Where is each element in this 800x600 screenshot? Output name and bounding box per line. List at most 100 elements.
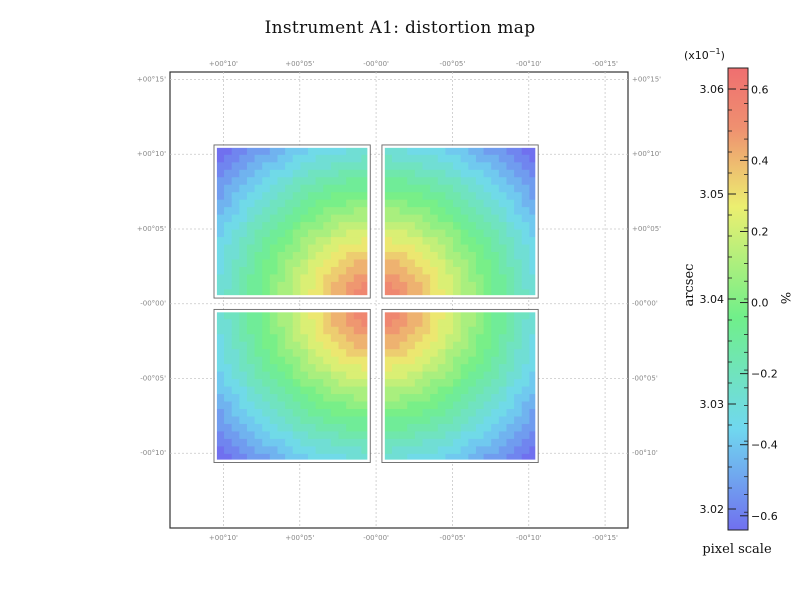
detector-cell xyxy=(444,356,454,365)
detector-cell xyxy=(513,236,522,245)
detector-cell xyxy=(391,311,400,320)
detector-cell xyxy=(315,363,324,372)
detector-cell xyxy=(276,348,286,357)
detector-cell xyxy=(276,356,286,365)
detector-cell xyxy=(315,415,324,424)
detector-cell xyxy=(444,400,454,409)
detector-cell xyxy=(414,348,423,357)
detector-cell xyxy=(475,191,484,200)
detector-cell xyxy=(498,176,507,185)
chart-title: Instrument A1: distortion map xyxy=(264,18,536,38)
detector-cell xyxy=(444,385,454,395)
detector-cell xyxy=(261,371,270,380)
detector-cell xyxy=(238,221,247,230)
detector-cell xyxy=(330,423,339,432)
colorbar-tick-label-arcsec: 3.04 xyxy=(700,293,725,306)
detector-cell xyxy=(307,318,316,327)
detector-cell xyxy=(292,356,301,365)
detector-cell xyxy=(261,415,270,424)
detector-cell xyxy=(399,453,408,462)
detector-cell xyxy=(452,423,461,432)
detector-cell xyxy=(528,415,537,424)
detector-cell xyxy=(261,288,270,297)
detector-cell xyxy=(429,348,438,357)
detector-cell xyxy=(360,251,370,260)
detector-cell xyxy=(490,430,499,439)
detector-cell xyxy=(521,236,530,245)
detector-cell xyxy=(498,206,507,215)
detector-cell xyxy=(360,430,370,439)
detector-cell xyxy=(482,146,492,155)
detector-cell xyxy=(421,363,431,372)
detector-cell xyxy=(253,400,263,409)
detector-cell xyxy=(360,333,370,342)
detector-cell xyxy=(521,333,530,342)
detector-cell xyxy=(414,393,423,402)
detector-cell xyxy=(475,453,484,462)
detector-cell xyxy=(528,333,537,342)
detector-cell xyxy=(345,146,354,155)
detector-cell xyxy=(231,154,240,163)
detector-cell xyxy=(322,184,331,193)
detector-cell xyxy=(360,423,370,432)
detector-cell xyxy=(406,438,415,447)
detector-cell xyxy=(246,423,255,432)
detector-cell xyxy=(490,191,499,200)
detector-cell xyxy=(399,430,408,439)
detector-cell xyxy=(238,408,247,417)
detector-cell xyxy=(284,161,293,170)
detector-cell xyxy=(299,281,308,290)
detector-cell xyxy=(421,385,431,395)
detector-cell xyxy=(521,318,530,327)
detector-cell xyxy=(528,348,537,357)
detector-cell xyxy=(505,430,515,439)
detector-cell xyxy=(505,415,515,424)
detector-cell xyxy=(460,251,469,260)
detector-cell xyxy=(429,154,438,163)
detector-cell xyxy=(513,393,522,402)
detector-cell xyxy=(345,243,354,253)
detector-cell xyxy=(513,176,522,185)
detector-cell xyxy=(467,169,476,178)
detector-cell xyxy=(391,333,400,342)
detector-cell xyxy=(444,214,454,223)
detector-cell xyxy=(467,393,476,402)
detector-cell xyxy=(490,146,499,155)
x-tick-label-bottom: -00°05' xyxy=(440,534,466,542)
detector-cell xyxy=(460,154,469,163)
detector-cell xyxy=(406,333,415,342)
detector-cell xyxy=(505,356,515,365)
detector-cell xyxy=(292,251,301,260)
detector-cell xyxy=(406,273,415,282)
detector-cell xyxy=(276,258,286,267)
detector-cell xyxy=(238,445,247,454)
detector-cell xyxy=(414,199,423,208)
detector-cell xyxy=(231,445,240,454)
detector-cell xyxy=(383,258,392,267)
detector-cell xyxy=(246,393,255,402)
detector-cell xyxy=(330,266,339,275)
x-tick-label-top: +00°10' xyxy=(209,60,238,68)
detector-cell xyxy=(238,228,247,238)
detector-cell xyxy=(498,408,507,417)
detector-cell xyxy=(528,438,537,447)
detector-cell xyxy=(276,288,286,297)
detector-cell xyxy=(475,385,484,395)
detector-cell xyxy=(482,385,492,395)
detector-cell xyxy=(513,423,522,432)
detector-cell xyxy=(505,258,515,267)
detector-cell xyxy=(383,453,392,462)
detector-cell xyxy=(467,400,476,409)
detector-cell xyxy=(406,258,415,267)
detector-cell xyxy=(452,341,461,350)
detector-cell xyxy=(482,326,492,335)
detector-cell xyxy=(261,333,270,342)
detector-cell xyxy=(421,236,431,245)
detector-cell xyxy=(421,221,431,230)
detector-cell xyxy=(337,236,347,245)
detector-cell xyxy=(528,228,537,238)
detector-cell xyxy=(505,348,515,357)
detector-cell xyxy=(383,169,392,178)
detector-cell xyxy=(414,385,423,395)
detector-cell xyxy=(253,333,263,342)
